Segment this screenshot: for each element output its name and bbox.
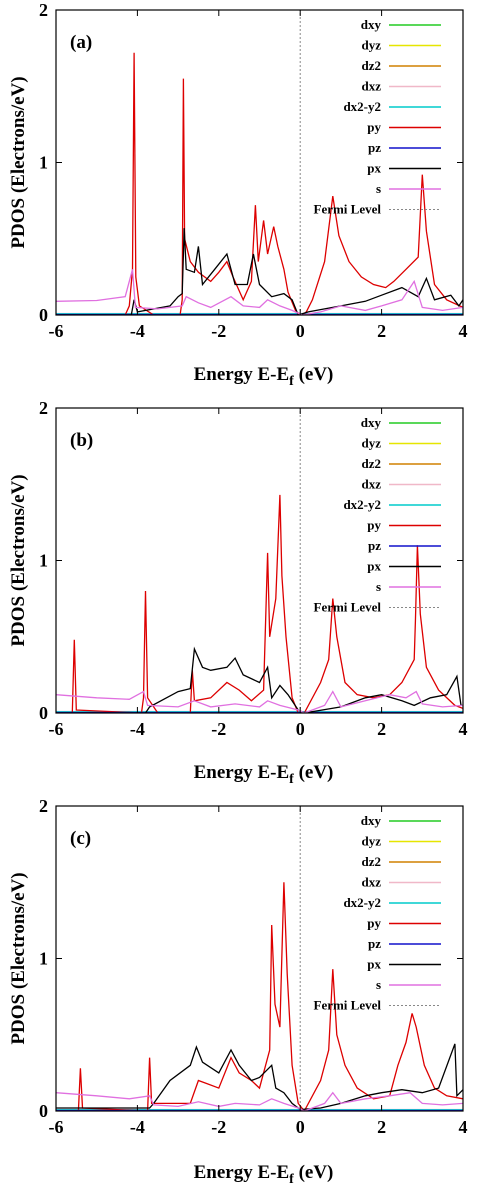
panel-1-axes-frame: [55, 9, 464, 316]
series-line-s: [56, 690, 463, 713]
x-tick-label: -4: [130, 1117, 145, 1137]
x-tick-label: 2: [377, 1117, 386, 1137]
series-line-py: [56, 882, 463, 1111]
x-tick-label: -6: [49, 1117, 64, 1137]
legend-label: s: [376, 579, 381, 594]
legend-label: dxz: [362, 875, 382, 890]
series-line-px: [56, 228, 463, 315]
series-line-s: [56, 269, 463, 315]
legend-label: dyz: [362, 38, 382, 53]
legend-label: dxy: [361, 415, 382, 430]
x-tick-label: 4: [459, 1117, 468, 1137]
x-axis-label: Energy E-Ef (eV): [194, 364, 334, 389]
series-line-py: [56, 494, 463, 713]
x-tick-label: 2: [377, 321, 386, 341]
legend-label: dxy: [361, 17, 382, 32]
panel-2-label: (b): [70, 430, 93, 451]
legend-label: dx2-y2: [343, 895, 381, 910]
y-tick-label: 1: [39, 551, 48, 571]
panel-1-label: (a): [70, 32, 92, 53]
y-axis-label: PDOS (Electrons/eV): [8, 474, 29, 646]
legend-label: dz2: [362, 58, 382, 73]
y-axis-label: PDOS (Electrons/eV): [8, 76, 29, 248]
legend-label: s: [376, 181, 381, 196]
legend-label: dyz: [362, 436, 382, 451]
x-tick-label: 4: [459, 321, 468, 341]
x-tick-label: 4: [459, 719, 468, 739]
legend-label: px: [367, 161, 381, 176]
y-tick-label: 0: [39, 1101, 48, 1121]
panel-2-axes-frame: [55, 407, 464, 714]
y-tick-label: 2: [39, 796, 48, 816]
legend-label: py: [367, 518, 381, 533]
legend-label: dx2-y2: [343, 99, 381, 114]
legend-label: dz2: [362, 456, 382, 471]
legend-label: pz: [368, 936, 381, 951]
legend-label: Fermi Level: [314, 202, 382, 217]
panel-3: -6 -4 -2 0 2 4 0 1 2 (c) PDOS (Electrons/eV) Energy…: [8, 796, 468, 1187]
panel-1-legend: dxy dyz dz2 dxz dx2-y2 py pz px s Fermi Level: [314, 17, 441, 217]
y-tick-label: 2: [39, 398, 48, 418]
legend-label: dyz: [362, 834, 382, 849]
series-line-py: [56, 52, 463, 315]
panel-3-label: (c): [70, 828, 91, 849]
x-tick-label: -2: [211, 321, 226, 341]
panel-3-plot-area: [56, 806, 463, 1111]
legend-label: py: [367, 916, 381, 931]
legend-label: px: [367, 559, 381, 574]
legend-label: pz: [368, 140, 381, 155]
panel-3-axes-frame: [55, 805, 464, 1112]
legend-label: pz: [368, 538, 381, 553]
x-tick-label: -4: [130, 719, 145, 739]
series-line-px: [56, 1043, 463, 1111]
x-tick-label: 0: [296, 321, 305, 341]
panel-1: -6 -4 -2 0 2 4 0 1 2 (a) PDOS (Electrons/eV) Energy…: [8, 0, 468, 389]
legend-label: dxz: [362, 477, 382, 492]
x-tick-label: 2: [377, 719, 386, 739]
x-axis-label: Energy E-Ef (eV): [194, 1162, 334, 1187]
legend-label: Fermi Level: [314, 600, 382, 615]
legend-label: dx2-y2: [343, 497, 381, 512]
series-line-px: [56, 646, 463, 713]
y-tick-label: 0: [39, 703, 48, 723]
panel-2-plot-area: [56, 408, 463, 713]
x-tick-label: -6: [49, 321, 64, 341]
legend-label: Fermi Level: [314, 998, 382, 1013]
panel-3-legend: dxy dyz dz2 dxz dx2-y2 py pz px s Fermi Level: [314, 813, 441, 1013]
y-tick-label: 1: [39, 949, 48, 969]
legend-label: py: [367, 120, 381, 135]
x-axis-label: Energy E-Ef (eV): [194, 762, 334, 787]
x-tick-label: -6: [49, 719, 64, 739]
y-axis-label: PDOS (Electrons/eV): [8, 872, 29, 1044]
x-tick-label: -2: [211, 1117, 226, 1137]
x-tick-label: 0: [296, 719, 305, 739]
y-tick-label: 1: [39, 153, 48, 173]
legend-label: dxz: [362, 79, 382, 94]
panel-1-plot-area: [56, 10, 463, 315]
panel-2: -6 -4 -2 0 2 4 0 1 2 (b) PDOS (Electrons/eV) Energy…: [8, 398, 468, 787]
legend-label: px: [367, 957, 381, 972]
x-tick-label: -2: [211, 719, 226, 739]
series-line-s: [56, 1091, 463, 1111]
panel-2-legend: dxy dyz dz2 dxz dx2-y2 py pz px s Fermi Level: [314, 415, 441, 615]
x-tick-label: 0: [296, 1117, 305, 1137]
legend-label: dxy: [361, 813, 382, 828]
legend-label: dz2: [362, 854, 382, 869]
legend-label: s: [376, 977, 381, 992]
y-tick-label: 2: [39, 0, 48, 20]
x-tick-label: -4: [130, 321, 145, 341]
y-tick-label: 0: [39, 305, 48, 325]
